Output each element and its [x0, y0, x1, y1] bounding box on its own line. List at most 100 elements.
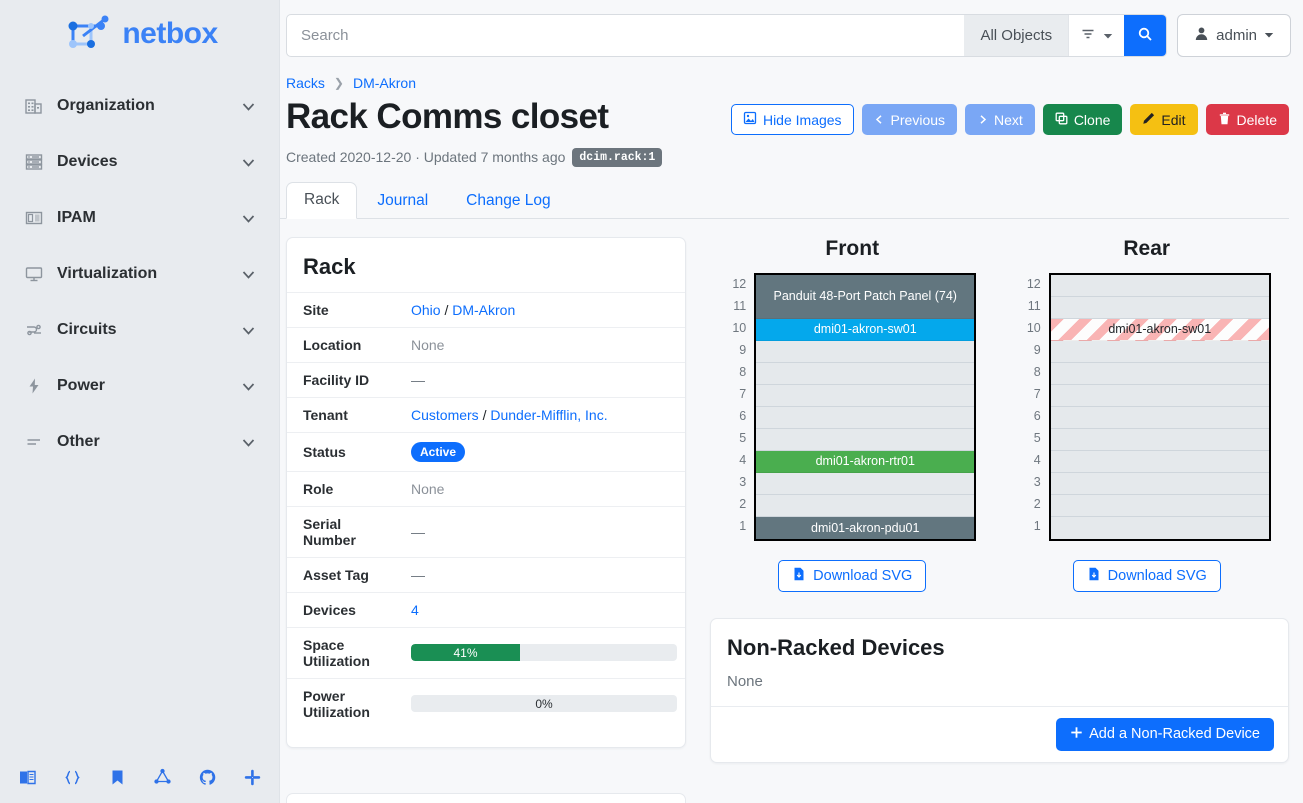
rack-unit-empty[interactable]	[756, 384, 975, 407]
rack-unit-empty[interactable]	[756, 406, 975, 429]
table-row: Tenant Customers / Dunder-Mifflin, Inc.	[287, 396, 685, 433]
table-row: Asset Tag —	[287, 556, 685, 593]
sidebar-item-label: Circuits	[57, 321, 117, 338]
rack-unit-label: 3	[1033, 474, 1041, 489]
download-svg-rear-button[interactable]: Download SVG	[1072, 559, 1221, 592]
row-key: Location	[287, 326, 395, 363]
file-download-icon	[792, 567, 806, 585]
chevron-right-icon	[977, 112, 988, 128]
previous-button[interactable]: Previous	[861, 104, 958, 135]
rack-unit-empty[interactable]	[756, 428, 975, 451]
rack-unit-empty[interactable]	[1050, 340, 1269, 363]
row-value-power-utilization: 0%	[395, 677, 685, 729]
row-key: Power Utilization	[287, 677, 395, 729]
table-row: Site Ohio / DM-Akron	[287, 291, 685, 328]
tenant-link[interactable]: Dunder-Mifflin, Inc.	[490, 406, 608, 423]
action-buttons: Hide Images Previous Next	[730, 97, 1289, 135]
breadcrumb-item-racks[interactable]: Racks	[286, 75, 325, 91]
row-key: Site	[287, 291, 395, 328]
docs-book-icon[interactable]	[17, 767, 37, 787]
sidebar-item-virtualization[interactable]: Virtualization	[0, 246, 279, 302]
search-submit-button[interactable]	[1124, 15, 1167, 56]
rack-device[interactable]: dmi01-akron-sw01	[756, 318, 975, 341]
object-scope-selector[interactable]: All Objects	[964, 15, 1069, 56]
rack-unit-empty[interactable]	[756, 340, 975, 363]
rack-unit-empty[interactable]	[756, 362, 975, 385]
user-menu-button[interactable]: admin	[1177, 14, 1291, 57]
slack-icon[interactable]	[242, 767, 262, 787]
row-value-status: Active	[395, 431, 685, 472]
edit-label: Edit	[1161, 111, 1186, 128]
rear-unit-labels: 12 11 10 9 8 7 6 5 4 3 2 1	[1023, 273, 1049, 537]
site-region-link[interactable]: Ohio	[411, 301, 441, 318]
tenant-group-link[interactable]: Customers	[411, 406, 479, 423]
rack-unit-empty[interactable]	[1050, 494, 1269, 517]
rack-unit-label: 3	[739, 474, 747, 489]
row-key: Tenant	[287, 396, 395, 433]
sidebar-item-ipam[interactable]: IPAM	[0, 190, 279, 246]
rack-unit-empty[interactable]	[1050, 428, 1269, 451]
rack-unit-empty[interactable]	[1050, 450, 1269, 473]
pencil-icon	[1142, 112, 1155, 128]
rack-unit-empty[interactable]	[1050, 274, 1269, 297]
sidebar-item-label: Devices	[57, 153, 118, 170]
rack-unit-empty[interactable]	[1050, 516, 1269, 539]
rack-unit-label: 9	[739, 342, 747, 357]
rack-unit-empty[interactable]	[756, 472, 975, 495]
rack-unit-empty[interactable]	[1050, 472, 1269, 495]
tab-change-log[interactable]: Change Log	[466, 191, 551, 209]
clone-button[interactable]: Clone	[1042, 104, 1123, 135]
tab-rack[interactable]: Rack	[286, 181, 358, 219]
chevron-down-icon	[240, 154, 257, 171]
monitor-icon	[24, 264, 44, 284]
hide-images-button[interactable]: Hide Images	[730, 104, 854, 135]
site-link[interactable]: DM-Akron	[452, 301, 516, 318]
sidebar-item-label: Power	[57, 377, 106, 394]
search-input[interactable]	[287, 15, 965, 56]
rack-unit-label: 7	[739, 386, 747, 401]
add-non-racked-device-button[interactable]: Add a Non-Racked Device	[1056, 717, 1274, 751]
rack-card-title: Rack	[303, 253, 356, 279]
content-area: Rack Site Ohio / DM-Akron	[280, 219, 1303, 779]
row-key: Devices	[287, 591, 395, 628]
download-svg-front-button[interactable]: Download SVG	[778, 559, 927, 592]
non-racked-footer: Add a Non-Racked Device	[711, 705, 1288, 762]
rack-device[interactable]: dmi01-akron-pdu01	[756, 516, 975, 539]
edit-button[interactable]: Edit	[1130, 104, 1198, 135]
sidebar-item-other[interactable]: Other	[0, 414, 279, 470]
sidebar-item-power[interactable]: Power	[0, 358, 279, 414]
rack-device[interactable]: Panduit 48-Port Patch Panel (74)	[756, 274, 975, 319]
space-utilization-progress: 41%	[411, 644, 677, 662]
api-braces-icon[interactable]	[62, 767, 82, 787]
rack-unit-empty[interactable]	[1050, 406, 1269, 429]
tab-journal[interactable]: Journal	[377, 191, 429, 209]
rack-unit-empty[interactable]	[1050, 362, 1269, 385]
next-button[interactable]: Next	[965, 104, 1035, 135]
rack-unit-empty[interactable]	[1050, 384, 1269, 407]
sidebar-item-circuits[interactable]: Circuits	[0, 302, 279, 358]
ip-address-icon	[24, 208, 44, 228]
sidebar-item-organization[interactable]: Organization	[0, 78, 279, 134]
sidebar-item-devices[interactable]: Devices	[0, 134, 279, 190]
row-key: Serial Number	[287, 505, 395, 558]
rack-unit-label: 8	[1033, 364, 1041, 379]
front-rack-frame: Panduit 48-Port Patch Panel (74) dmi01-ak…	[754, 272, 977, 541]
rack-device[interactable]: dmi01-akron-rtr01	[756, 450, 975, 473]
filter-dropdown-button[interactable]	[1068, 15, 1125, 56]
breadcrumb-item-dm-akron[interactable]: DM-Akron	[352, 75, 416, 91]
user-icon	[1194, 26, 1209, 45]
graphql-icon[interactable]	[152, 767, 172, 787]
separator: /	[444, 301, 453, 318]
github-icon[interactable]	[197, 767, 217, 787]
circuit-icon	[24, 320, 44, 340]
changelog-bookmark-icon[interactable]	[107, 767, 127, 787]
main-content: All Objects	[280, 0, 1303, 803]
devices-count-link[interactable]: 4	[411, 601, 419, 618]
brand-logo[interactable]: netbox	[0, 0, 279, 70]
rack-unit-empty[interactable]	[756, 494, 975, 517]
delete-button[interactable]: Delete	[1205, 104, 1289, 135]
rack-device[interactable]: dmi01-akron-sw01	[1050, 318, 1269, 341]
table-row: Facility ID —	[287, 361, 685, 398]
rack-unit-empty[interactable]	[1050, 296, 1269, 319]
